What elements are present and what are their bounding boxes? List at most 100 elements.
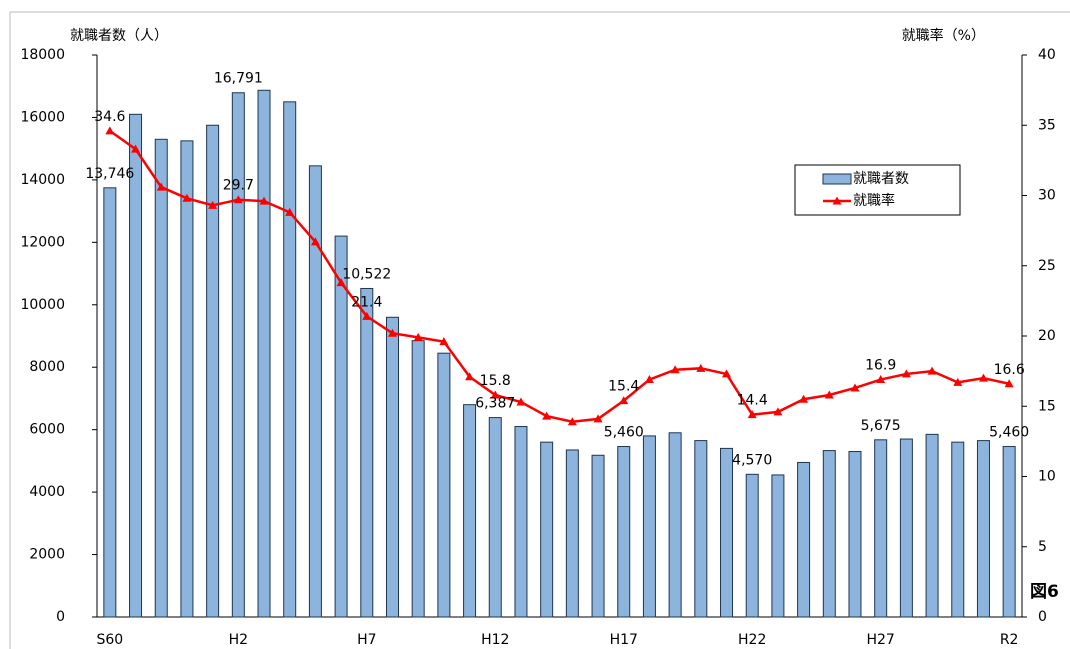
data-label: 16,791: [214, 71, 263, 87]
data-label: 16.9: [865, 358, 896, 374]
y2-axis-title: 就職率（%）: [902, 27, 985, 44]
y2-tick-label: 10: [1038, 469, 1056, 485]
marker: [799, 394, 809, 403]
bar: [540, 441, 554, 618]
bar: [771, 474, 785, 618]
bar: [308, 165, 322, 618]
data-label: 5,460: [604, 425, 644, 441]
bar: [874, 439, 888, 618]
marker: [439, 337, 449, 346]
data-label: 21.4: [351, 294, 382, 310]
bar: [951, 441, 965, 618]
bar: [360, 287, 374, 618]
bar: [617, 446, 631, 618]
bar: [463, 404, 477, 618]
data-label: 34.6: [94, 109, 125, 125]
y-tick-label: 4000: [29, 484, 65, 500]
data-label: 13,746: [85, 166, 134, 182]
bar: [591, 454, 605, 618]
bar: [231, 92, 245, 618]
marker: [696, 363, 706, 372]
marker: [362, 311, 372, 320]
y-axis-title: 就職者数（人）: [70, 28, 168, 44]
data-label: 4,570: [732, 452, 772, 468]
bar: [437, 352, 451, 618]
marker: [722, 369, 732, 378]
y-tick-label: 0: [56, 609, 65, 625]
legend-swatch: [822, 173, 852, 185]
marker: [824, 390, 834, 399]
bar: [925, 433, 939, 618]
marker: [233, 195, 243, 204]
y-tick-label: 2000: [29, 547, 65, 563]
bar: [797, 461, 811, 618]
x-tick-label: H17: [610, 632, 638, 648]
line: [109, 129, 1010, 423]
bar: [334, 235, 348, 618]
bar: [976, 440, 990, 618]
bar: [745, 473, 759, 618]
marker: [387, 328, 397, 337]
y-tick-label: 18000: [20, 47, 65, 63]
bar: [848, 451, 862, 618]
marker: [208, 200, 218, 209]
data-label: 14.4: [737, 393, 768, 409]
y-tick-label: 10000: [20, 297, 65, 313]
bar: [385, 316, 399, 618]
x-tick-label: S60: [96, 632, 123, 648]
bar: [206, 124, 220, 618]
legend-label: 就職率: [853, 192, 895, 209]
y-tick-label: 8000: [29, 359, 65, 375]
data-label: 29.7: [223, 178, 254, 194]
marker: [978, 373, 988, 382]
data-label: 5,460: [989, 425, 1029, 441]
marker: [285, 207, 295, 216]
marker: [131, 144, 141, 153]
y2-tick-label: 35: [1038, 117, 1056, 133]
marker: [953, 377, 963, 386]
bar: [668, 432, 682, 618]
x-tick-label: H7: [357, 632, 376, 648]
y2-tick-label: 0: [1038, 609, 1047, 625]
marker: [490, 390, 500, 399]
data-label: 5,675: [861, 418, 901, 434]
marker: [927, 366, 937, 375]
bar: [180, 140, 194, 618]
bar: [642, 435, 656, 618]
bar: [899, 438, 913, 618]
data-label: 16.6: [994, 362, 1025, 378]
x-tick-label: R2: [1000, 632, 1019, 648]
marker: [850, 383, 860, 392]
y-tick-label: 12000: [20, 234, 65, 250]
x-tick-label: H2: [229, 632, 248, 648]
y2-tick-label: 5: [1038, 539, 1047, 555]
legend-box: [794, 164, 961, 216]
bar: [103, 187, 117, 618]
y2-tick-label: 20: [1038, 328, 1056, 344]
bar: [154, 138, 168, 618]
marker: [876, 375, 886, 384]
bar: [257, 89, 271, 618]
y-tick-label: 16000: [20, 109, 65, 125]
marker: [619, 396, 629, 405]
y2-tick-label: 40: [1038, 47, 1056, 63]
data-label: 6,387: [475, 396, 515, 412]
marker: [465, 372, 475, 381]
annotation: 図6: [1030, 582, 1059, 602]
marker: [644, 375, 654, 384]
data-label: 15.4: [608, 379, 639, 395]
x-tick-label: H27: [867, 632, 895, 648]
bar: [694, 440, 708, 618]
marker: [310, 237, 320, 246]
marker: [105, 126, 115, 135]
bar: [411, 340, 425, 618]
y2-tick-label: 15: [1038, 398, 1056, 414]
y2-tick-label: 25: [1038, 258, 1056, 274]
marker: [901, 369, 911, 378]
marker: [413, 332, 423, 341]
marker: [593, 414, 603, 423]
x-tick-label: H22: [738, 632, 766, 648]
y2-tick-label: 30: [1038, 188, 1056, 204]
marker: [567, 417, 577, 426]
